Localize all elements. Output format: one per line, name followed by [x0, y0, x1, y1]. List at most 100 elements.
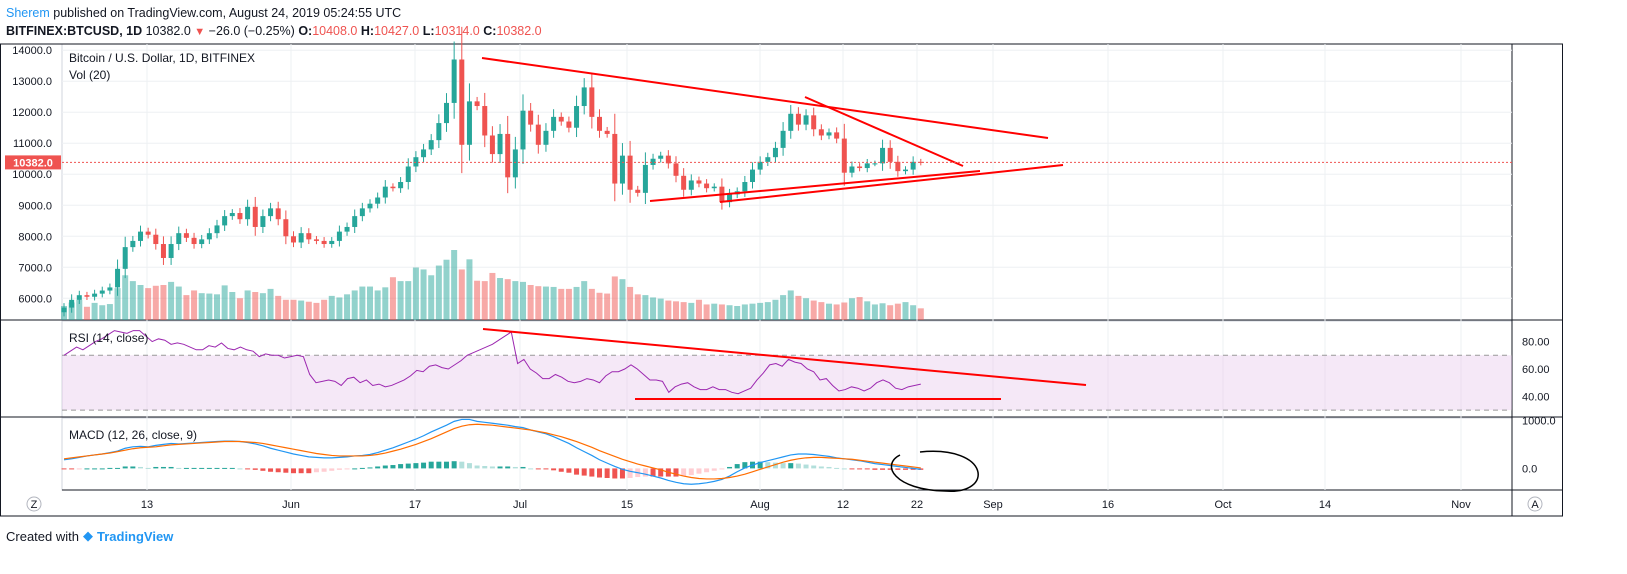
macd-histogram-bar	[451, 461, 457, 469]
candle-body	[910, 161, 916, 170]
candle-body	[428, 140, 434, 150]
macd-histogram-bar	[589, 468, 595, 477]
macd-histogram-bar	[107, 467, 113, 469]
macd-histogram-bar	[681, 468, 687, 477]
candle-body	[765, 157, 771, 162]
volume-bar	[481, 281, 488, 320]
macd-histogram-bar	[803, 464, 809, 469]
macd-histogram-bar	[313, 468, 319, 473]
macd-histogram-bar	[459, 461, 465, 469]
a-button[interactable]: A	[1527, 496, 1543, 512]
candle-body	[313, 239, 319, 241]
price-short-trendline	[804, 96, 964, 167]
macd-histogram-bar	[772, 462, 778, 469]
rsi-band	[62, 355, 1512, 411]
rsi-tick-label: 40.00	[1522, 391, 1550, 403]
volume-bar	[206, 293, 213, 320]
price-tick-label: 14000.0	[12, 45, 52, 57]
volume-bar	[688, 302, 695, 320]
close-label: C:	[483, 24, 497, 38]
volume-bar	[627, 286, 634, 320]
candle-body	[780, 130, 786, 148]
candle-body	[199, 239, 205, 245]
volume-bar	[749, 303, 756, 320]
volume-bar	[83, 306, 90, 320]
candle-body	[841, 138, 847, 173]
macd-circle-drawing[interactable]	[890, 450, 979, 492]
candle-body	[245, 206, 251, 220]
macd-histogram-bar	[283, 468, 289, 473]
volume-subtitle: Vol (20)	[69, 68, 110, 82]
macd-histogram-bar	[849, 468, 855, 470]
macd-histogram-bar	[291, 468, 296, 474]
open-value: 10408.0	[312, 24, 358, 38]
volume-bar	[466, 259, 473, 320]
macd-histogram-bar	[619, 468, 625, 479]
z-button[interactable]: Z	[26, 496, 42, 512]
price-tick-label: 7000.0	[18, 262, 52, 274]
volume-bar	[665, 300, 672, 320]
time-tick-label: 16	[1102, 499, 1114, 511]
macd-histogram-bar	[352, 468, 358, 470]
candle-body	[61, 307, 67, 313]
time-tick-label: 14	[1319, 499, 1331, 511]
volume-bar	[726, 305, 733, 320]
macd-histogram-bar	[673, 468, 679, 477]
volume-bar	[558, 288, 565, 320]
tradingview-brand[interactable]: TradingView	[96, 528, 174, 544]
macd-histogram-bar	[520, 466, 526, 469]
candle-body	[619, 155, 625, 184]
macd-histogram-bar	[581, 468, 587, 476]
chart-header: Sherem published on TradingView.com, Aug…	[6, 4, 542, 41]
price-axis-labels: 14000.0 13000.0 12000.0 11000.0 10000.0 9000.…	[12, 45, 52, 305]
trendline-drawings[interactable]	[481, 57, 1087, 400]
volume-bar	[489, 272, 496, 320]
macd-histogram-bar	[727, 466, 733, 469]
macd-histogram-bar	[474, 465, 480, 469]
candle-body	[214, 225, 220, 234]
macd-histogram-bar	[551, 468, 557, 471]
candle-body	[849, 166, 855, 173]
candle-body	[459, 59, 465, 145]
volume-bar	[588, 288, 595, 320]
candle-body	[750, 169, 755, 182]
candle-body	[99, 290, 105, 294]
volume-bar	[550, 286, 557, 320]
macd-histogram-bar	[719, 468, 725, 470]
volume-bar	[367, 286, 373, 320]
volume-bar	[451, 250, 458, 320]
candle-body	[512, 149, 518, 178]
candle-body	[635, 189, 641, 193]
grid-lines	[62, 44, 1512, 490]
chart-outer-frame	[0, 43, 1563, 517]
volume-bar	[596, 292, 603, 320]
svg-text:Z: Z	[31, 499, 38, 511]
volume-bar	[76, 299, 83, 320]
volume-bar	[114, 288, 121, 320]
macd-histogram-bar	[214, 467, 220, 469]
volume-bar	[244, 290, 251, 320]
candle-body	[658, 155, 664, 159]
candle-body	[352, 216, 358, 227]
candle-body	[444, 102, 449, 124]
candle-body	[115, 268, 121, 288]
candle-body	[451, 59, 457, 103]
price-tick-label: 12000.0	[12, 107, 52, 119]
volume-bar	[504, 279, 511, 320]
candle-body	[176, 233, 182, 245]
macd-histogram-bar	[612, 468, 618, 479]
macd-histogram-bar	[122, 466, 128, 469]
volume-bar	[764, 302, 771, 320]
volume-bar	[642, 295, 649, 320]
author-link[interactable]: Sherem	[6, 6, 50, 20]
candle-body	[367, 203, 373, 209]
volume-bar	[573, 286, 580, 320]
candle-body	[375, 197, 381, 204]
macd-histogram-bar	[864, 468, 870, 470]
tradingview-logo-icon[interactable]: ◆	[82, 528, 93, 543]
candle-body	[803, 115, 809, 125]
volume-bar	[803, 298, 810, 320]
volume-bar	[374, 290, 381, 320]
volume-bar	[810, 300, 817, 320]
